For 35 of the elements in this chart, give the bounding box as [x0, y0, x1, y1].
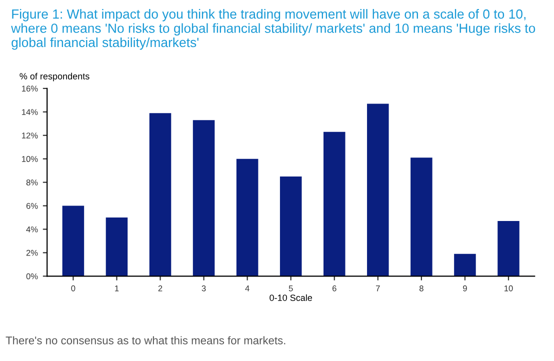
text: There's no consensus as to what this means for markets. [6, 336, 286, 344]
y-tick-label: 0% [26, 273, 38, 280]
x-tick-label: 4 [245, 286, 250, 292]
y-tick-label: 12% [22, 132, 38, 138]
bar [410, 158, 432, 276]
bar [236, 158, 258, 276]
bar [323, 132, 346, 276]
bar [367, 104, 389, 276]
bar [498, 221, 520, 276]
x-tick-label: 2 [158, 285, 162, 292]
chart-title: Figure 1: What impact do you think the trading movement will have on a scale of 0 to 10, where 0 means 'No risks to global financial stability/ markets' and 10 means 'Huge risks to global financial stability/markets' [11, 9, 536, 50]
y-tick-label: 2% [26, 250, 38, 256]
bar [192, 120, 215, 276]
y-tick-label: 10% [22, 156, 38, 162]
bar [62, 206, 84, 276]
bar [454, 254, 476, 276]
x-tick-label: 10 [504, 285, 513, 292]
x-tick-label: 3 [202, 285, 206, 292]
y-tick-label: 6% [26, 202, 38, 209]
x-tick-label: 1 [115, 286, 119, 292]
x-tick-label: 9 [463, 285, 467, 292]
y-tick-label: 14% [22, 109, 38, 115]
x-tick-label: 7 [376, 286, 380, 292]
bar [280, 176, 302, 276]
bar [149, 113, 172, 276]
x-tick-label: 8 [419, 285, 424, 292]
x-tick-label: 0 [71, 285, 76, 292]
y-tick-label: 16% [22, 86, 38, 92]
y-axis-title: % of respondents [20, 72, 90, 82]
y-tick-label: 4% [26, 226, 38, 232]
y-tick-label: 8% [26, 180, 38, 186]
bar [106, 218, 128, 276]
x-axis-title: 0-10 Scale [270, 294, 312, 301]
x-tick-label: 5 [288, 286, 293, 292]
x-tick-label: 6 [332, 285, 336, 292]
